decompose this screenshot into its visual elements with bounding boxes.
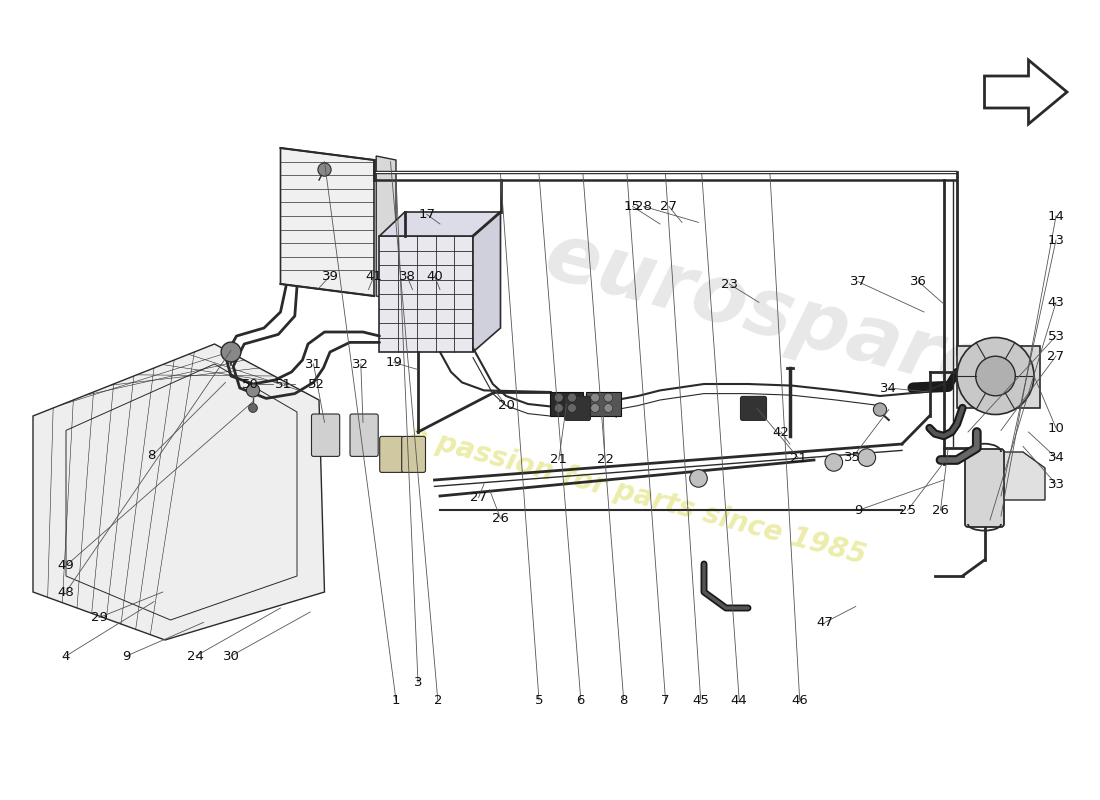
FancyBboxPatch shape [402, 437, 426, 472]
Text: 2: 2 [433, 694, 442, 706]
Text: 36: 36 [910, 275, 927, 288]
Text: 19: 19 [385, 356, 403, 369]
Text: 42: 42 [772, 426, 790, 438]
Text: 28: 28 [635, 200, 652, 213]
Circle shape [957, 338, 1034, 414]
Text: 48: 48 [57, 586, 75, 598]
Polygon shape [280, 148, 374, 296]
Text: 30: 30 [222, 650, 240, 662]
Polygon shape [968, 452, 1045, 500]
Circle shape [568, 403, 576, 413]
Text: 47: 47 [816, 616, 834, 629]
Text: 17: 17 [418, 208, 436, 221]
Text: 49: 49 [57, 559, 75, 572]
Circle shape [318, 163, 331, 176]
Circle shape [591, 403, 600, 413]
Text: 45: 45 [692, 694, 710, 706]
FancyBboxPatch shape [379, 437, 404, 472]
Text: 27: 27 [470, 491, 487, 504]
Text: 25: 25 [899, 504, 916, 517]
Text: 46: 46 [791, 694, 808, 706]
Circle shape [249, 403, 257, 413]
FancyBboxPatch shape [350, 414, 378, 456]
Polygon shape [957, 346, 1040, 408]
Polygon shape [473, 212, 500, 352]
Text: 26: 26 [932, 504, 949, 517]
Text: 15: 15 [624, 200, 641, 213]
Text: 40: 40 [426, 270, 443, 282]
Circle shape [554, 403, 563, 413]
Circle shape [858, 449, 876, 466]
Text: 29: 29 [90, 611, 108, 624]
Text: 44: 44 [730, 694, 748, 706]
Circle shape [604, 403, 613, 413]
Text: 10: 10 [1047, 422, 1065, 434]
Circle shape [591, 394, 600, 402]
Text: 3: 3 [414, 676, 422, 689]
Text: 21: 21 [790, 452, 807, 465]
Text: 13: 13 [1047, 234, 1065, 246]
Text: 52: 52 [308, 378, 326, 390]
Circle shape [690, 470, 707, 487]
Text: 43: 43 [1047, 296, 1065, 309]
Circle shape [554, 394, 563, 402]
Text: 8: 8 [619, 694, 628, 706]
Text: 9: 9 [122, 650, 131, 662]
Text: 32: 32 [352, 358, 370, 370]
Text: 38: 38 [398, 270, 416, 282]
Text: 24: 24 [187, 650, 205, 662]
Polygon shape [376, 156, 396, 300]
Text: 21: 21 [550, 454, 568, 466]
Text: 34: 34 [880, 382, 898, 394]
Text: 1: 1 [392, 694, 400, 706]
Text: 53: 53 [1047, 330, 1065, 342]
Text: 20: 20 [497, 399, 515, 412]
Circle shape [568, 394, 576, 402]
Text: 5: 5 [535, 694, 543, 706]
FancyBboxPatch shape [965, 449, 1004, 527]
Text: a passion for parts since 1985: a passion for parts since 1985 [407, 422, 869, 570]
Circle shape [246, 384, 260, 397]
Text: 39: 39 [321, 270, 339, 282]
FancyBboxPatch shape [740, 396, 767, 421]
Text: 35: 35 [844, 451, 861, 464]
Text: 4: 4 [62, 650, 70, 662]
Circle shape [976, 356, 1015, 396]
Text: 22: 22 [596, 454, 614, 466]
Circle shape [873, 403, 887, 416]
Text: 6: 6 [576, 694, 585, 706]
Text: 41: 41 [365, 270, 383, 282]
Text: 27: 27 [660, 200, 678, 213]
Text: 23: 23 [720, 278, 738, 290]
Text: 27: 27 [1047, 350, 1065, 362]
Circle shape [604, 394, 613, 402]
Text: 33: 33 [1047, 478, 1065, 490]
Text: 51: 51 [275, 378, 293, 390]
Polygon shape [33, 344, 324, 640]
Text: 31: 31 [305, 358, 322, 370]
Text: 7: 7 [661, 694, 670, 706]
Text: 26: 26 [492, 512, 509, 525]
Text: 50: 50 [242, 378, 260, 390]
Text: 34: 34 [1047, 451, 1065, 464]
Text: 14: 14 [1047, 210, 1065, 222]
FancyBboxPatch shape [311, 414, 340, 456]
Text: 8: 8 [147, 450, 156, 462]
Polygon shape [984, 60, 1067, 124]
Circle shape [221, 342, 241, 362]
Polygon shape [379, 236, 473, 352]
FancyBboxPatch shape [564, 396, 591, 421]
Polygon shape [379, 212, 500, 236]
Polygon shape [550, 392, 583, 416]
Text: eurospares: eurospares [536, 217, 1048, 423]
Text: 37: 37 [849, 275, 867, 288]
Circle shape [825, 454, 843, 471]
Text: 9: 9 [854, 504, 862, 517]
Polygon shape [586, 392, 622, 416]
